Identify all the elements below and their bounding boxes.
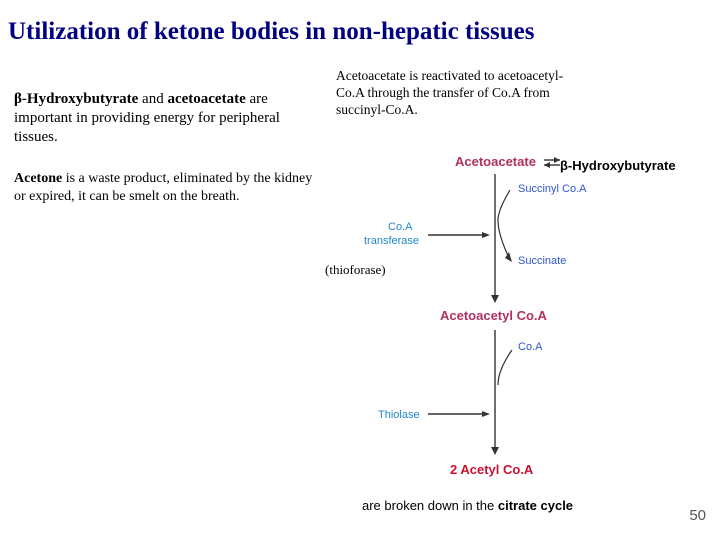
node-acetyl: 2 Acetyl Co.A bbox=[450, 462, 534, 477]
side-curve-1 bbox=[498, 190, 510, 260]
term-bhb: β-Hydroxybutyrate bbox=[14, 91, 138, 107]
term-acetoacetate: acetoacetate bbox=[167, 91, 245, 107]
node-acetoacetyl: Acetoacetyl Co.A bbox=[440, 308, 548, 323]
label-succinate: Succinate bbox=[518, 255, 566, 267]
side-curve-2 bbox=[498, 350, 512, 385]
page-number: 50 bbox=[689, 507, 706, 524]
term-acetone: Acetone bbox=[14, 171, 62, 186]
callout-box: Acetoacetate is reactivated to acetoacet… bbox=[334, 66, 584, 121]
page-title: Utilization of ketone bodies in non-hepa… bbox=[0, 0, 720, 46]
left-column: β-Hydroxybutyrate and acetoacetate are i… bbox=[14, 90, 314, 205]
label-succinyl: Succinyl Co.A bbox=[518, 183, 587, 195]
equilibrium-arrow bbox=[544, 157, 560, 168]
node-acetoacetate: Acetoacetate bbox=[455, 154, 536, 169]
pathway-diagram: Acetoacetate Succinyl Co.A Succinate Co.… bbox=[360, 150, 670, 490]
bottom-note: are broken down in the citrate cycle bbox=[362, 498, 573, 513]
enzyme-transferase-2: transferase bbox=[364, 235, 419, 247]
enzyme-thiolase: Thiolase bbox=[378, 409, 420, 421]
enzyme-transferase-1: Co.A bbox=[388, 221, 413, 233]
paragraph-2: Acetone is a waste product, eliminated b… bbox=[14, 170, 314, 205]
label-coa: Co.A bbox=[518, 341, 543, 353]
paragraph-1: β-Hydroxybutyrate and acetoacetate are i… bbox=[14, 90, 314, 146]
